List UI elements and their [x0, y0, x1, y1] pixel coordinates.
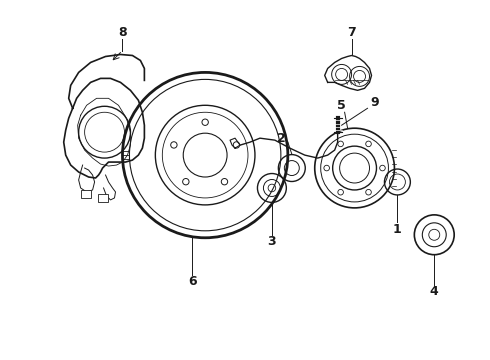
Text: 1: 1 — [393, 223, 402, 236]
Text: 9: 9 — [370, 96, 379, 109]
Text: 6: 6 — [188, 275, 196, 288]
Polygon shape — [325, 55, 371, 90]
Text: 7: 7 — [347, 26, 356, 39]
Text: 3: 3 — [268, 235, 276, 248]
FancyBboxPatch shape — [81, 190, 91, 198]
Text: 2: 2 — [277, 132, 286, 145]
Text: 4: 4 — [430, 285, 439, 298]
FancyBboxPatch shape — [98, 194, 107, 202]
Text: 5: 5 — [337, 99, 346, 112]
Text: 8: 8 — [118, 26, 127, 39]
